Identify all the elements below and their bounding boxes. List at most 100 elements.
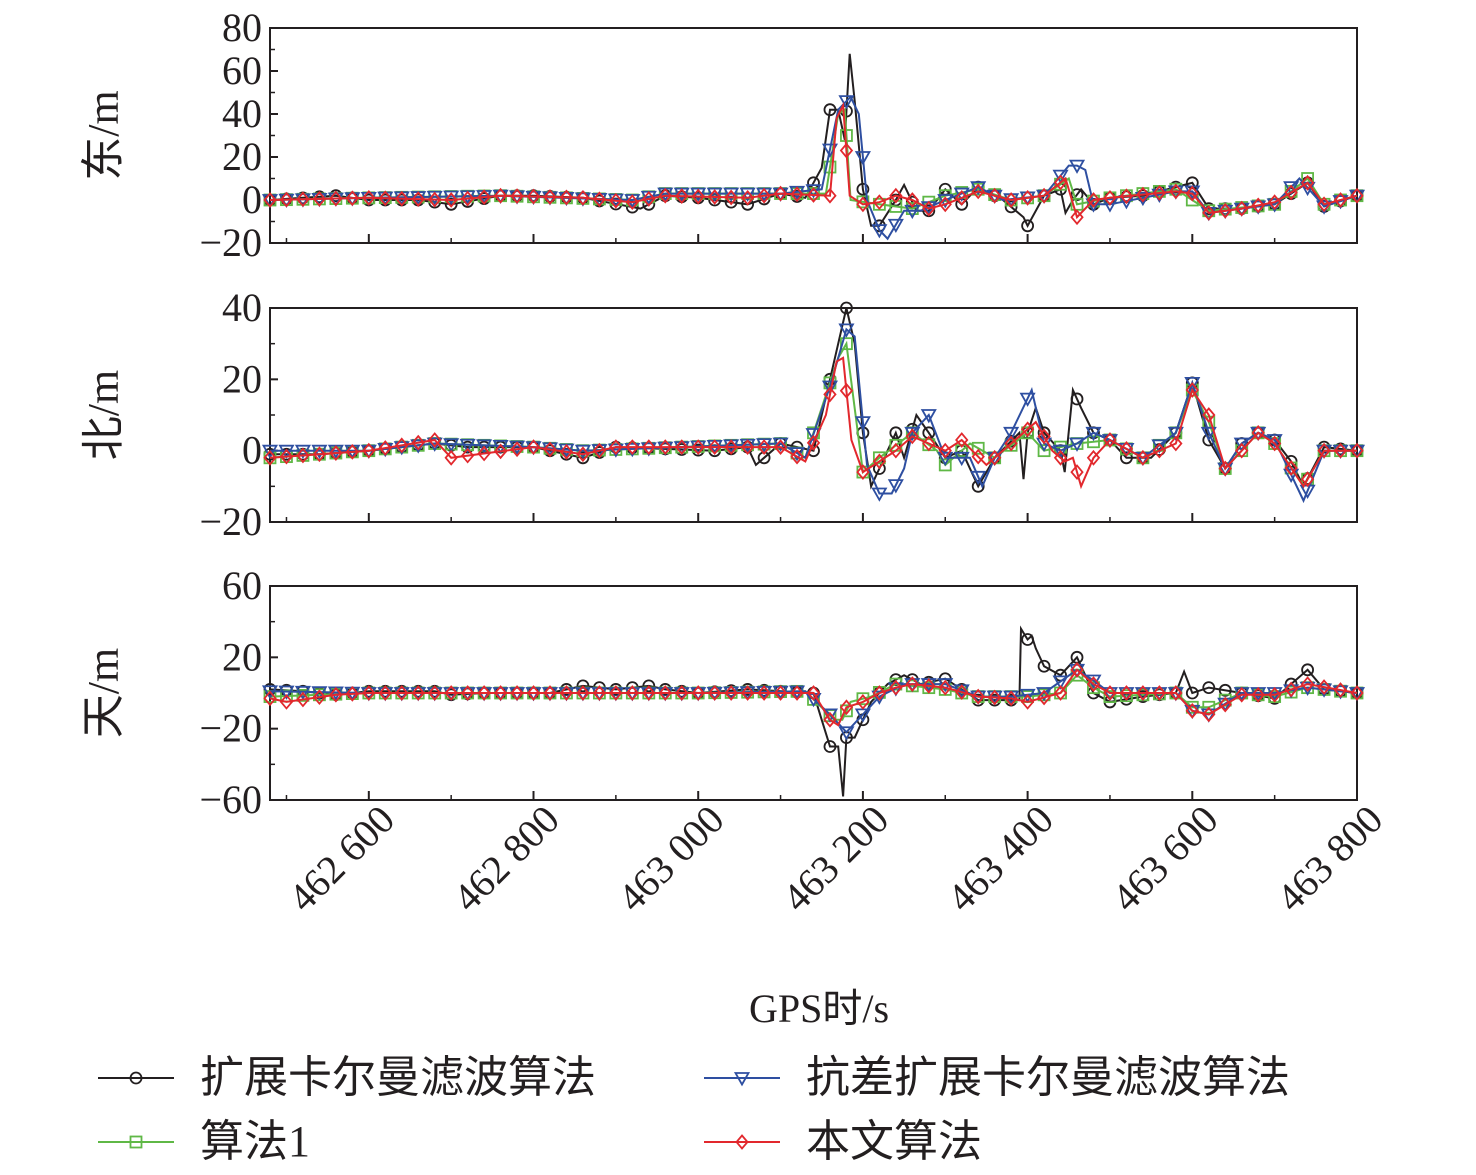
data-point-ours [329, 445, 343, 461]
data-point-ours [395, 685, 409, 701]
panel-3: −60 −20 20 60 天/m [79, 563, 1366, 822]
data-point-ours [1284, 681, 1298, 698]
data-point-ours [806, 685, 821, 701]
data-point-ekf [889, 426, 903, 440]
data-point-ours [428, 191, 442, 208]
data-point-ours [938, 679, 952, 696]
y-tick-label: 80 [222, 5, 262, 50]
data-point-ours [510, 685, 524, 701]
data-point-ours [460, 447, 475, 464]
data-point-ours [691, 685, 705, 701]
data-point-ours [395, 190, 409, 207]
data-point-ours [1284, 184, 1298, 201]
data-point-ours [1218, 202, 1232, 219]
data-point-ours [1202, 205, 1216, 221]
data-point-robust [261, 444, 279, 459]
data-point-ours [1218, 696, 1232, 713]
data-point-ours [872, 453, 887, 470]
legend-item-algo1: 算法1 [98, 1117, 310, 1166]
data-point-ours [576, 685, 590, 701]
series-line-ours [269, 356, 1357, 490]
data-point-ekf [1070, 392, 1084, 406]
data-point-robust [1348, 687, 1366, 702]
data-point-ours [1119, 685, 1134, 701]
x-axis-label: GPS时/s [749, 986, 889, 1031]
data-point-ours [757, 187, 771, 204]
y-axis-label: 东/m [79, 90, 128, 180]
legend-marker [733, 1072, 751, 1087]
data-point-ours [1037, 689, 1051, 706]
y-tick-label: 60 [222, 48, 262, 93]
data-point-ours [559, 443, 574, 460]
data-point-ours [312, 689, 327, 706]
data-point-robust [970, 470, 987, 486]
data-point-ours [1086, 676, 1101, 692]
series-line-algo1 [269, 340, 1357, 489]
data-point-robust [476, 439, 493, 454]
data-point-ours [378, 440, 392, 456]
panel-frame [269, 307, 1358, 523]
data-point-ekf [576, 679, 590, 693]
data-point-ours [279, 448, 294, 465]
data-point-ours [708, 685, 722, 701]
data-point-ours [773, 685, 788, 701]
data-point-robust [871, 224, 888, 239]
data-point-robust [887, 479, 904, 494]
legend-marker [129, 1135, 143, 1149]
data-point-ours [724, 685, 738, 701]
data-point-ours [658, 685, 672, 701]
data-point-ours [823, 187, 837, 204]
data-point-ours [1086, 192, 1101, 208]
legend-label: 本文算法 [806, 1117, 982, 1166]
data-point-ours [279, 191, 294, 208]
data-point-robust [887, 218, 904, 234]
data-point-ours [905, 676, 919, 692]
legend-item-ekf: 扩展卡尔曼滤波算法 [98, 1053, 596, 1102]
legend-marker [129, 1071, 143, 1085]
x-tick-label: 462 800 [444, 797, 568, 921]
x-tick-label: 463 400 [938, 797, 1062, 921]
data-point-algo1 [971, 441, 985, 455]
data-point-ours [1136, 449, 1150, 466]
data-point-ours [1235, 442, 1249, 459]
data-point-algo1 [840, 337, 853, 351]
data-point-ours [362, 442, 376, 459]
data-point-ours [740, 685, 755, 701]
data-point-ours [411, 191, 425, 208]
x-tick-label: 463 000 [609, 797, 733, 921]
data-point-ekf [840, 301, 853, 315]
data-point-algo1 [296, 688, 310, 702]
data-point-ekf [1037, 659, 1051, 673]
data-point-ours [856, 464, 870, 480]
data-point-ours [971, 448, 985, 465]
data-point-ours [1267, 686, 1282, 703]
data-point-robust [920, 409, 937, 424]
data-point-robust [492, 440, 509, 455]
data-point-ours [543, 441, 557, 458]
data-point-ours [889, 187, 903, 204]
data-point-ours [839, 699, 854, 716]
data-point-ours [543, 685, 557, 701]
data-point-ours [625, 439, 640, 455]
data-point-ours [642, 439, 656, 455]
data-point-ours [1152, 442, 1167, 459]
data-point-ekf [1070, 188, 1084, 202]
data-point-ours [724, 439, 738, 455]
data-point-ours [938, 442, 952, 459]
data-point-ours [263, 690, 277, 707]
data-point-ours [576, 446, 590, 463]
data-point-robust [953, 451, 970, 467]
data-point-robust [854, 151, 871, 166]
data-point-ours [493, 685, 508, 701]
data-point-robust [1134, 451, 1151, 467]
data-point-ours [955, 684, 969, 701]
data-point-ours [905, 428, 919, 445]
data-point-robust [854, 416, 871, 431]
data-point-ekf [1218, 683, 1232, 697]
data-point-ours [362, 685, 376, 701]
data-point-robust [805, 184, 822, 199]
data-point-ours [609, 685, 623, 701]
data-point-ours [1251, 424, 1265, 441]
